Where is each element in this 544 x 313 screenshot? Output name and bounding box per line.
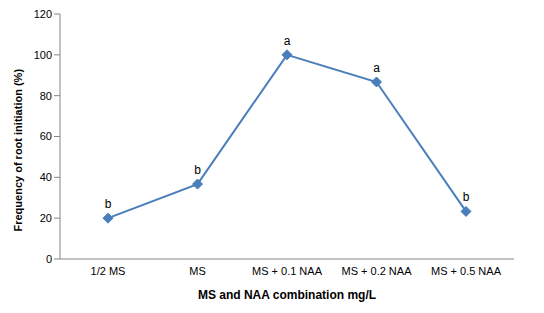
svg-text:a: a [373,61,380,75]
svg-text:MS + 0.5 NAA: MS + 0.5 NAA [431,265,502,277]
svg-text:b: b [463,190,470,204]
svg-text:80: 80 [40,90,52,102]
svg-text:Frequency of root initiation (: Frequency of root initiation (%) [12,69,24,232]
svg-text:0: 0 [46,253,52,265]
svg-text:1/2 MS: 1/2 MS [91,265,126,277]
svg-text:b: b [105,197,112,211]
svg-text:MS: MS [189,265,206,277]
svg-text:b: b [194,163,201,177]
svg-text:40: 40 [40,171,52,183]
svg-text:MS and NAA combination mg/L: MS and NAA combination mg/L [198,288,376,302]
svg-text:20: 20 [40,212,52,224]
svg-text:100: 100 [34,49,52,61]
svg-text:MS + 0.1 NAA: MS + 0.1 NAA [252,265,323,277]
svg-text:a: a [284,34,291,48]
svg-text:120: 120 [34,8,52,20]
svg-text:MS + 0.2 NAA: MS + 0.2 NAA [341,265,412,277]
svg-text:60: 60 [40,130,52,142]
